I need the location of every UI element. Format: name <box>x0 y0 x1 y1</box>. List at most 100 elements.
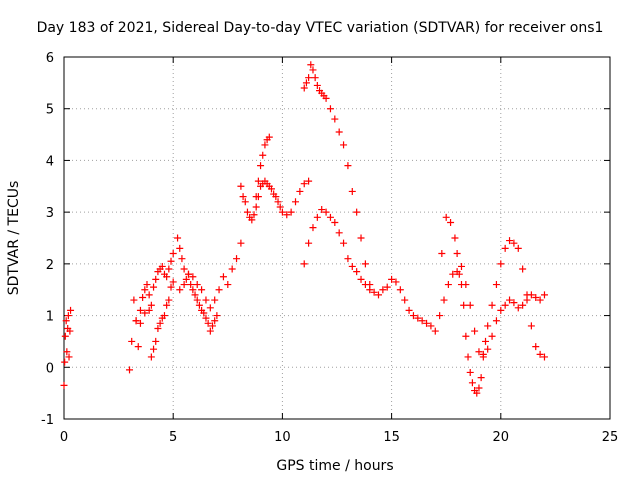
x-tick-label: 0 <box>60 430 68 445</box>
data-point <box>471 327 479 335</box>
data-point <box>62 317 70 325</box>
data-point <box>409 312 417 320</box>
data-point <box>488 332 496 340</box>
data-point <box>163 301 171 309</box>
data-point <box>145 306 153 314</box>
data-point <box>239 193 247 201</box>
data-point <box>361 260 369 268</box>
data-point <box>254 177 262 185</box>
data-point <box>464 353 472 361</box>
data-point <box>165 265 173 273</box>
data-point <box>440 296 448 304</box>
data-point <box>492 281 500 289</box>
data-point <box>287 208 295 216</box>
data-point <box>300 260 308 268</box>
data-point <box>189 286 197 294</box>
data-point <box>510 239 518 247</box>
data-point <box>313 81 321 89</box>
data-point <box>224 281 232 289</box>
data-point <box>447 218 455 226</box>
data-point <box>64 312 72 320</box>
data-point <box>206 327 214 335</box>
data-point <box>322 94 330 102</box>
data-point <box>519 301 527 309</box>
data-point <box>145 291 153 299</box>
data-point <box>259 151 267 159</box>
data-point <box>326 213 334 221</box>
data-point <box>527 322 535 330</box>
data-point <box>344 255 352 263</box>
data-point <box>477 374 485 382</box>
data-point <box>540 353 548 361</box>
chart-title: Day 183 of 2021, Sidereal Day-to-day VTE… <box>37 20 604 36</box>
data-point <box>211 317 219 325</box>
series-track-k <box>438 213 548 397</box>
data-point <box>501 244 509 252</box>
x-tick-label: 10 <box>274 430 291 445</box>
data-point <box>202 296 210 304</box>
data-point <box>174 234 182 242</box>
data-point <box>66 327 74 335</box>
y-axis-title: SDTVAR / TECUs <box>6 181 22 296</box>
axis-ticks: 0 5 10 15 20 25 -1 0 1 2 3 4 5 6 <box>41 51 618 445</box>
data-point <box>457 262 465 270</box>
y-tick-label: 2 <box>46 258 54 273</box>
data-point <box>414 314 422 322</box>
data-point <box>237 239 245 247</box>
data-point <box>63 348 71 356</box>
data-point <box>510 299 518 307</box>
data-point <box>418 317 426 325</box>
data-point <box>126 366 134 374</box>
data-point <box>67 306 75 314</box>
data-point <box>169 278 177 286</box>
data-point <box>479 353 487 361</box>
data-point <box>191 291 199 299</box>
data-point <box>252 203 260 211</box>
data-point <box>276 203 284 211</box>
data-point <box>160 312 168 320</box>
data-point <box>274 198 282 206</box>
data-point <box>193 296 201 304</box>
data-point <box>130 296 138 304</box>
data-point <box>182 275 190 283</box>
data-point <box>167 283 175 291</box>
data-point <box>401 296 409 304</box>
data-point <box>206 304 214 312</box>
data-point <box>532 343 540 351</box>
data-point <box>370 288 378 296</box>
data-point <box>379 286 387 294</box>
data-point <box>296 187 304 195</box>
data-point <box>309 66 317 74</box>
data-point <box>442 213 450 221</box>
data-point <box>176 286 184 294</box>
data-point <box>501 301 509 309</box>
x-tick-label: 25 <box>602 430 619 445</box>
data-point <box>453 250 461 258</box>
data-point <box>484 322 492 330</box>
data-point <box>180 281 188 289</box>
data-point <box>233 255 241 263</box>
data-point <box>361 281 369 289</box>
data-point <box>431 327 439 335</box>
data-point <box>374 291 382 299</box>
data-point <box>139 293 147 301</box>
data-point <box>261 141 269 149</box>
y-tick-label: 4 <box>46 154 54 169</box>
data-point <box>438 250 446 258</box>
data-point <box>189 273 197 281</box>
series-track-c <box>132 278 177 361</box>
data-point <box>383 283 391 291</box>
data-point <box>184 270 192 278</box>
data-point <box>353 268 361 276</box>
series-track-j <box>436 262 548 358</box>
data-point <box>178 255 186 263</box>
data-point <box>473 389 481 397</box>
data-point <box>60 381 68 389</box>
data-point <box>209 322 217 330</box>
data-point <box>322 208 330 216</box>
data-point <box>466 301 474 309</box>
data-point <box>514 244 522 252</box>
plot-frame <box>63 56 611 420</box>
series-track-e <box>176 239 245 312</box>
